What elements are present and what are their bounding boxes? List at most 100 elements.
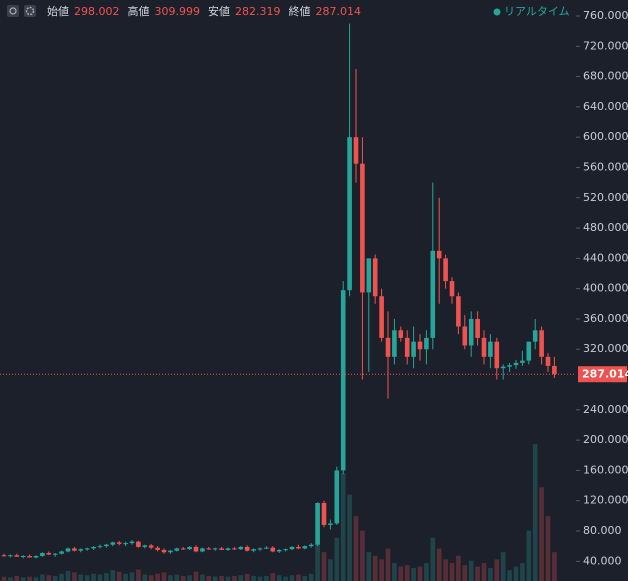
candle-body: [40, 552, 45, 557]
volume-bar: [443, 559, 448, 581]
candle-body: [270, 547, 276, 552]
candle-body: [212, 548, 218, 550]
candle-body: [321, 502, 327, 525]
volume-bar: [116, 571, 122, 581]
toolbar-icons: [7, 5, 36, 17]
candle-body: [481, 337, 487, 357]
candle-body: [264, 547, 269, 549]
ohlc-label: 始値: [47, 4, 69, 18]
candle-body: [456, 296, 461, 327]
y-tick-label: 80.000: [583, 524, 622, 537]
volume-bar: [552, 552, 557, 581]
candle-body: [366, 258, 372, 293]
volume-bar: [340, 473, 346, 581]
candle-body: [232, 548, 237, 550]
candle-body: [328, 523, 333, 525]
candle-body: [225, 548, 231, 550]
volume-bar: [104, 573, 109, 581]
candle-body: [436, 250, 442, 259]
candle-body: [174, 548, 180, 551]
candle-body: [449, 281, 455, 297]
volume-bar: [20, 577, 26, 581]
candle-body: [507, 365, 512, 367]
volume-bar: [276, 575, 282, 581]
ohlc-value: 298.002: [74, 5, 120, 18]
candle-body: [398, 330, 404, 338]
candle-body: [443, 258, 448, 282]
candle-body: [411, 341, 416, 357]
volume-bar: [264, 575, 269, 581]
y-tick-label: 680.000: [583, 70, 628, 83]
candle-body: [315, 502, 320, 545]
volume-bar: [366, 552, 372, 581]
ohlc-value: 282.319: [235, 5, 281, 18]
eye-icon-pupil: [9, 7, 17, 15]
volume-bar: [462, 565, 468, 581]
y-tick-label: 560.000: [583, 160, 628, 173]
candle-body: [97, 546, 103, 548]
ohlc-value: 309.999: [155, 5, 201, 18]
candle-body: [78, 549, 84, 551]
candle-body: [532, 330, 538, 342]
ohlc-label: 終値: [289, 4, 311, 18]
volume-bar: [360, 530, 365, 581]
candle-body: [296, 546, 301, 549]
candle-body: [52, 553, 58, 555]
candle-body: [308, 544, 314, 547]
volume-bar: [59, 573, 64, 581]
eye-icon[interactable]: [7, 5, 19, 17]
volume-bar: [392, 563, 397, 581]
y-tick-label: 480.000: [583, 221, 628, 234]
volume-bar: [193, 571, 199, 581]
volume-bar: [283, 576, 288, 581]
candle-body: [244, 546, 250, 551]
candle-body: [392, 330, 397, 357]
candle-body: [404, 337, 410, 357]
volume-bar: [27, 576, 32, 581]
candle-body: [372, 258, 378, 297]
volume-bar: [507, 570, 512, 581]
candle-body: [123, 543, 128, 545]
volume-bar: [532, 444, 538, 581]
volume-bar: [334, 537, 340, 581]
settings-icon-gear: [25, 6, 35, 16]
candle-body: [148, 545, 154, 548]
volume-bar: [347, 494, 352, 581]
volume-bar: [46, 575, 52, 581]
candle-body: [187, 546, 192, 550]
volume-bar: [72, 572, 77, 581]
candle-body: [360, 163, 365, 293]
candle-body: [340, 290, 346, 471]
candle-body: [65, 548, 71, 552]
status-dot: [493, 8, 501, 16]
candle-body: [302, 546, 308, 549]
last-price-label: 287.014: [582, 368, 628, 381]
ohlc-label: 安値: [208, 4, 230, 18]
volume-bar: [148, 575, 154, 581]
volume-bar: [449, 563, 455, 581]
candle-body: [20, 556, 26, 558]
candle-body: [8, 555, 13, 557]
candle-body: [334, 470, 340, 524]
volume-bar: [257, 576, 263, 581]
volume-bar: [404, 565, 410, 581]
volume-bar: [212, 576, 218, 581]
volume-bar: [84, 575, 90, 581]
volume-bar: [129, 572, 135, 581]
volume-bar: [123, 573, 128, 581]
candle-body: [379, 296, 384, 338]
volume-bar: [539, 487, 544, 581]
candle-body: [424, 337, 429, 350]
volume-bar: [91, 573, 96, 581]
candle-body: [385, 337, 391, 357]
candle-body: [251, 549, 256, 551]
ohlc-value: 287.014: [316, 5, 362, 18]
volume-layer: [1, 444, 557, 581]
candle-body: [91, 546, 96, 549]
volume-bar: [488, 568, 493, 581]
volume-bar: [219, 575, 224, 581]
candle-body: [500, 366, 506, 369]
y-tick-label: 240.000: [583, 403, 628, 416]
